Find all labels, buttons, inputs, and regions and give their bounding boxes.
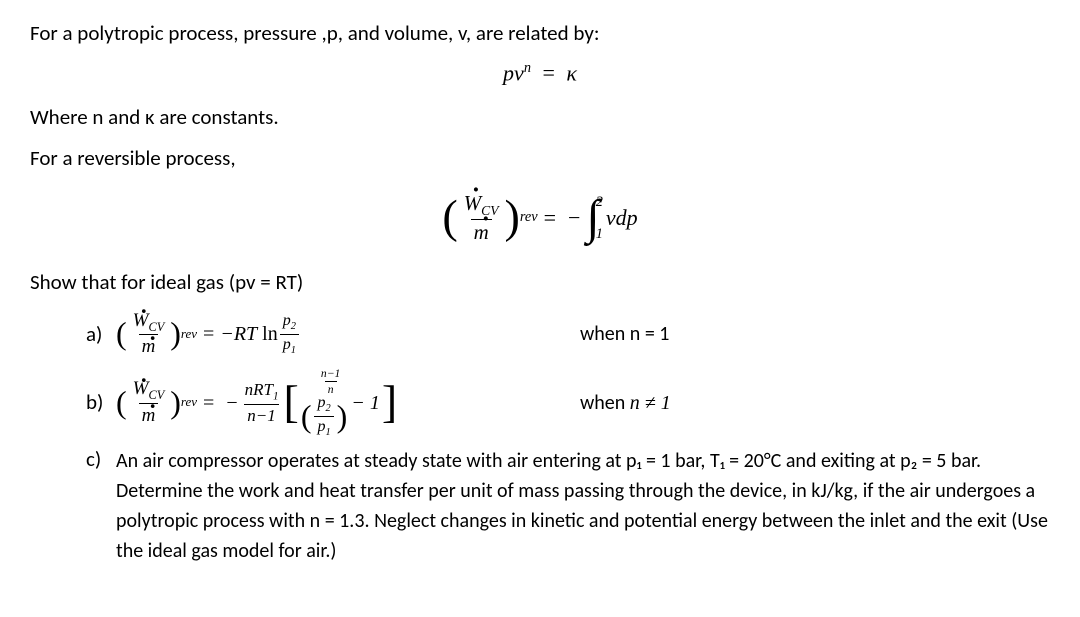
minus-sign: − [568,205,580,231]
a-p2: p [283,312,291,329]
integrand: vdp [606,205,638,231]
a-p1: p [283,336,291,353]
part-a-equation: WCV m rev = −RT ln p2 p1 [116,309,301,361]
a-p1-sub: 1 [291,345,296,356]
a-rev-sub: rev [181,326,197,343]
part-c-label: c) [86,446,116,473]
b-nrt-sub: 1 [273,390,279,402]
b-minus-1: − 1 [351,390,380,416]
b-nrt: nRT [245,380,273,399]
intro-line-2: Where n and κ are constants. [30,102,1050,134]
b-coef-frac: nRT1 n−1 [242,379,282,427]
equation-reversible-work: WCV m rev = − ∫ 2 1 vdp [30,191,1050,245]
equals-sign-2: = [544,205,556,231]
part-c-row: c) An air compressor operates at steady … [86,446,1050,566]
a-wdot: W [133,310,149,331]
b-p1-sub: 1 [325,427,330,438]
w-dot: W [464,191,481,215]
rev-subscript: rev [520,209,538,226]
b-mdot: m [142,405,156,426]
b-rev-sub: rev [181,394,197,411]
a-mdot: m [142,336,156,357]
b-wdot: W [133,378,149,399]
b-coef-den: n−1 [244,404,278,427]
part-c-text: An air compressor operates at steady sta… [116,446,1050,566]
eq1-lhs-exp: n [524,60,531,76]
integral: ∫ 2 1 vdp [586,195,637,242]
eq1-rhs: κ [566,60,577,85]
a-lhs-paren: WCV m [116,309,181,361]
intro-line-4: Show that for ideal gas (pv = RT) [30,267,1050,299]
part-a-condition: when n = 1 [540,321,1050,347]
b-exp-num: n−1 [318,366,343,381]
intro-line-1: For a polytropic process, pressure ,p, a… [30,18,1050,50]
part-b-row: b) WCV m rev = − nRT1 n−1 [86,366,1050,440]
part-a-label: a) [86,321,116,348]
b-p2-sub: 2 [325,403,330,414]
int-upper: 2 [596,195,603,209]
wcv-over-mdot-paren: WCV m [442,191,520,245]
b-inner-paren: p2 p1 [301,393,348,439]
equation-polytropic: pvn = κ [30,60,1050,86]
int-lower: 1 [596,227,603,241]
b-lhs-paren: WCV m [116,377,181,429]
eq1-lhs-base: pv [503,60,524,85]
part-a-row: a) WCV m rev = −RT ln p2 p1 when n = 1 [86,309,1050,361]
b-cond-prefix: when [580,391,630,415]
b-cond-math: n ≠ 1 [630,392,671,414]
integral-limits: 2 1 [596,195,603,242]
m-dot: m [474,220,489,244]
intro-line-3: For a reversible process, [30,143,1050,175]
a-ln: ln [262,321,278,347]
part-b-label: b) [86,389,116,416]
b-bracket: n−1 n p2 p1 − 1 [283,366,397,440]
part-b-condition: when n ≠ 1 [540,390,1050,416]
parts-list: a) WCV m rev = −RT ln p2 p1 when n = 1 b… [30,309,1050,566]
wcv-over-mdot-frac: WCV m [461,191,502,245]
a-minus-rt: −RT [220,321,257,347]
a-p2-sub: 2 [291,321,296,332]
equals-sign: = [542,60,554,85]
problem-page: For a polytropic process, pressure ,p, a… [0,0,1080,582]
part-b-equation: WCV m rev = − nRT1 n−1 n−1 n [116,366,397,440]
